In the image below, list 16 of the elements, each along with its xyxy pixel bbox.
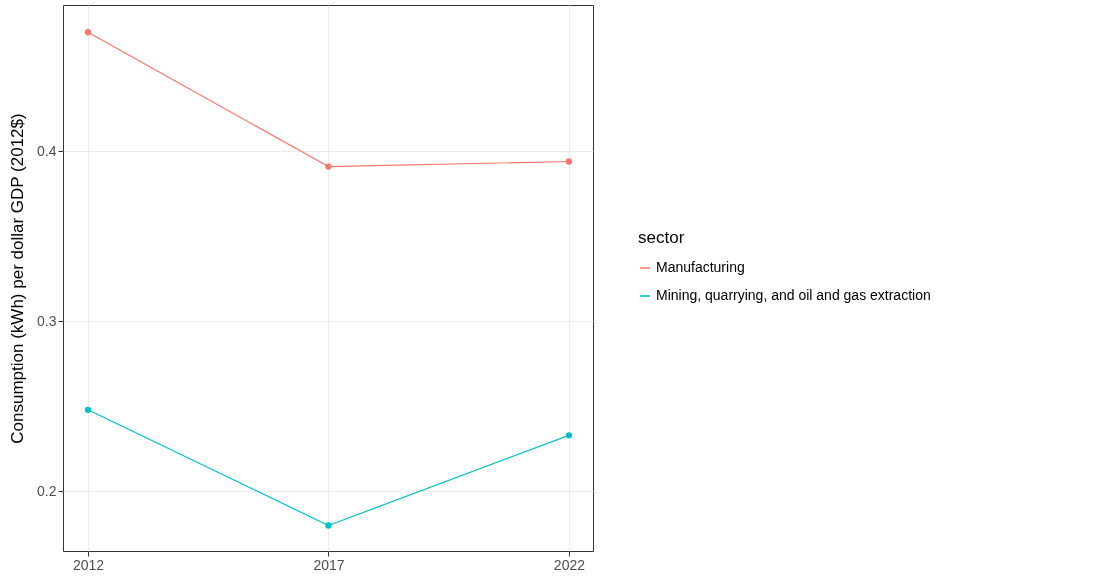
legend-label: Manufacturing: [656, 259, 745, 275]
point: [325, 522, 332, 529]
point: [565, 432, 573, 439]
x-tick-label: 2017: [313, 556, 345, 573]
point: [84, 406, 92, 413]
y-tick-label: 0.4: [37, 142, 57, 159]
point: [325, 163, 332, 170]
x-tick-label: 2022: [553, 556, 586, 573]
point: [565, 158, 573, 165]
y-tick-label: 0.2: [37, 482, 57, 499]
legend-title: sector: [638, 228, 685, 247]
y-axis-title: Consumption (kWh) per dollar GDP (2012$): [8, 113, 28, 444]
x-tick-label: 2012: [72, 556, 105, 573]
legend-label: Mining, quarrying, and oil and gas extraction: [656, 287, 931, 303]
point: [84, 29, 92, 36]
y-tick-label: 0.3: [37, 312, 57, 329]
